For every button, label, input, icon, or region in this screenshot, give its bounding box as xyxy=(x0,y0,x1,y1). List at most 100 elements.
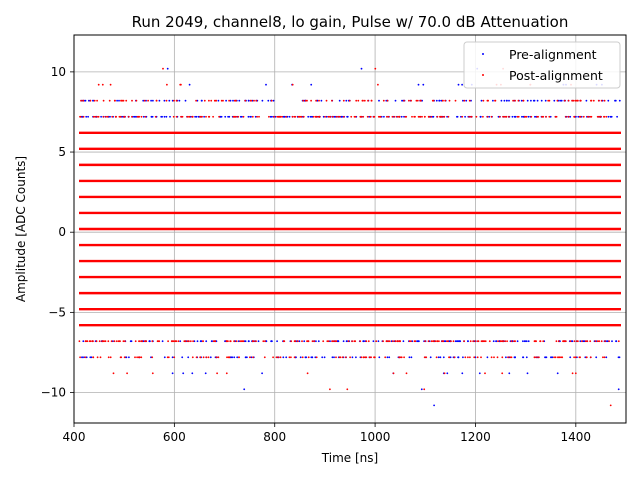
data-point xyxy=(524,340,527,343)
data-point xyxy=(618,99,621,102)
data-point xyxy=(517,99,520,102)
data-point xyxy=(505,115,508,118)
data-point xyxy=(469,356,471,359)
data-point xyxy=(596,340,599,343)
data-point xyxy=(191,115,194,118)
legend: Pre-alignment Post-alignment xyxy=(463,41,621,89)
data-point xyxy=(424,340,426,343)
data-point xyxy=(617,340,620,343)
data-point xyxy=(329,340,331,343)
data-point xyxy=(269,115,272,118)
data-point xyxy=(462,356,464,359)
data-point xyxy=(110,340,113,343)
data-point xyxy=(188,340,190,343)
data-point xyxy=(342,115,345,118)
data-point xyxy=(393,115,396,118)
data-point xyxy=(589,356,592,359)
data-point xyxy=(447,115,450,118)
data-point xyxy=(585,99,588,102)
data-point xyxy=(322,340,325,343)
data-point xyxy=(561,356,564,359)
data-point xyxy=(368,356,371,359)
data-point xyxy=(144,115,147,118)
data-point xyxy=(172,340,175,343)
data-point xyxy=(227,115,230,118)
x-tick-label: 1000 xyxy=(360,430,391,444)
data-point xyxy=(603,115,606,118)
x-tick-label: 400 xyxy=(63,430,86,444)
data-point xyxy=(617,388,620,391)
data-point xyxy=(500,99,503,102)
data-point xyxy=(408,99,410,102)
data-point xyxy=(374,67,377,70)
data-point xyxy=(605,356,608,359)
data-point xyxy=(464,356,467,359)
data-point xyxy=(175,99,178,102)
data-point xyxy=(255,99,258,102)
data-point xyxy=(212,115,215,118)
data-point xyxy=(377,115,380,118)
data-point xyxy=(610,115,612,118)
data-point xyxy=(307,356,310,359)
data-point xyxy=(415,99,418,102)
data-point xyxy=(256,115,258,118)
data-point xyxy=(158,99,161,102)
data-point xyxy=(121,99,124,102)
data-point xyxy=(427,115,430,118)
data-point xyxy=(181,115,184,118)
data-point xyxy=(532,99,535,102)
data-point xyxy=(327,340,330,343)
data-point xyxy=(362,99,364,102)
data-point xyxy=(310,83,313,86)
data-point xyxy=(279,115,282,118)
data-point xyxy=(335,115,338,118)
data-point xyxy=(362,356,365,359)
data-point xyxy=(467,340,469,343)
data-point xyxy=(440,99,443,102)
data-point xyxy=(136,356,139,359)
data-point xyxy=(387,115,390,118)
data-point xyxy=(503,99,506,102)
data-point xyxy=(490,115,493,118)
data-point xyxy=(184,340,187,343)
data-point xyxy=(534,115,536,118)
plot-frame xyxy=(73,34,627,424)
data-point xyxy=(452,340,455,343)
x-tick-label: 1400 xyxy=(561,430,592,444)
data-point xyxy=(337,115,340,118)
data-point xyxy=(480,356,482,359)
data-point xyxy=(469,340,472,343)
data-point xyxy=(171,356,174,359)
data-point xyxy=(363,340,365,343)
data-point xyxy=(603,356,606,359)
data-point xyxy=(578,356,581,359)
data-point xyxy=(109,356,112,359)
data-point xyxy=(382,340,384,343)
data-point xyxy=(592,99,595,102)
data-point xyxy=(134,356,136,359)
data-point xyxy=(346,340,348,343)
data-point xyxy=(577,115,580,118)
data-point xyxy=(229,340,232,343)
chart-title: Run 2049, channel8, lo gain, Pulse w/ 70… xyxy=(132,13,569,31)
data-point xyxy=(194,115,197,118)
data-point xyxy=(419,115,422,118)
data-point xyxy=(177,340,180,343)
data-point xyxy=(329,388,331,391)
data-point xyxy=(84,99,87,102)
data-point xyxy=(463,99,466,102)
data-point xyxy=(148,340,151,343)
data-point xyxy=(582,115,585,118)
data-point xyxy=(357,99,360,102)
data-point xyxy=(312,115,315,118)
data-point xyxy=(448,356,450,359)
data-point xyxy=(427,340,430,343)
data-point xyxy=(112,372,115,375)
data-point xyxy=(314,356,317,359)
data-point xyxy=(286,115,289,118)
legend-marker-post-alignment xyxy=(482,74,484,76)
data-point xyxy=(440,115,443,118)
data-point xyxy=(355,99,358,102)
data-point xyxy=(342,99,345,102)
data-point xyxy=(595,356,598,359)
